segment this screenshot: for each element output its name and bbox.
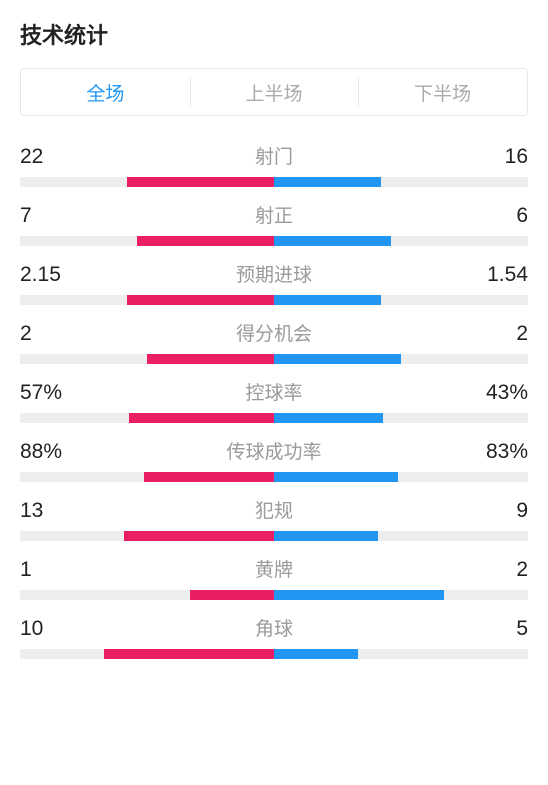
stat-bar-right-half: [274, 177, 528, 187]
stat-bar-track: [20, 236, 528, 246]
stat-value-right: 6: [468, 204, 528, 228]
stat-bar-right-half: [274, 649, 528, 659]
stat-bar-left-half: [20, 177, 274, 187]
stat-bar-left-half: [20, 295, 274, 305]
stat-label: 传球成功率: [80, 437, 468, 464]
stat-row: 13犯规9: [20, 496, 528, 541]
stat-value-left: 1: [20, 558, 80, 582]
stat-value-right: 2: [468, 558, 528, 582]
stat-bar-left-fill: [147, 354, 274, 364]
stat-bar-track: [20, 177, 528, 187]
stat-bar-right-fill: [274, 472, 398, 482]
stat-value-left: 2: [20, 322, 80, 346]
stat-bar-right-fill: [274, 413, 383, 423]
stat-bar-left-half: [20, 472, 274, 482]
stat-value-left: 7: [20, 204, 80, 228]
stat-label: 射正: [80, 201, 468, 228]
stat-value-left: 2.15: [20, 263, 80, 287]
stat-bar-left-half: [20, 531, 274, 541]
stat-bar-right-fill: [274, 531, 378, 541]
tab-2[interactable]: 下半场: [358, 69, 527, 115]
stat-row: 2得分机会2: [20, 319, 528, 364]
stat-head: 10角球5: [20, 614, 528, 641]
stat-bar-left-fill: [129, 413, 274, 423]
stat-bar-right-fill: [274, 354, 401, 364]
stat-head: 57%控球率43%: [20, 378, 528, 405]
stat-bar-left-fill: [144, 472, 274, 482]
stat-bar-right-fill: [274, 295, 381, 305]
stat-value-left: 57%: [20, 381, 80, 405]
stat-bar-track: [20, 472, 528, 482]
stat-bar-right-half: [274, 413, 528, 423]
stat-label: 射门: [80, 142, 468, 169]
stat-value-left: 10: [20, 617, 80, 641]
stat-value-left: 13: [20, 499, 80, 523]
stat-row: 57%控球率43%: [20, 378, 528, 423]
stat-label: 得分机会: [80, 319, 468, 346]
stat-bar-track: [20, 531, 528, 541]
tab-1[interactable]: 上半场: [190, 69, 359, 115]
stat-head: 1黄牌2: [20, 555, 528, 582]
stat-bar-left-half: [20, 649, 274, 659]
stat-label: 黄牌: [80, 555, 468, 582]
stat-bar-right-half: [274, 354, 528, 364]
stat-row: 7射正6: [20, 201, 528, 246]
stat-value-right: 2: [468, 322, 528, 346]
stat-value-right: 9: [468, 499, 528, 523]
stat-bar-right-half: [274, 236, 528, 246]
period-tabs: 全场上半场下半场: [20, 68, 528, 116]
stat-head: 2.15预期进球1.54: [20, 260, 528, 287]
stat-label: 犯规: [80, 496, 468, 523]
stat-bar-right-fill: [274, 177, 381, 187]
stat-bar-left-half: [20, 413, 274, 423]
section-title: 技术统计: [20, 18, 528, 50]
stat-value-left: 88%: [20, 440, 80, 464]
stat-bar-track: [20, 354, 528, 364]
stat-value-right: 43%: [468, 381, 528, 405]
stat-head: 7射正6: [20, 201, 528, 228]
tab-0[interactable]: 全场: [21, 69, 190, 115]
stat-value-right: 1.54: [468, 263, 528, 287]
stat-label: 角球: [80, 614, 468, 641]
stat-row: 10角球5: [20, 614, 528, 659]
stat-bar-right-half: [274, 295, 528, 305]
stat-value-right: 83%: [468, 440, 528, 464]
stat-head: 22射门16: [20, 142, 528, 169]
stat-bar-right-fill: [274, 649, 358, 659]
stat-bar-left-fill: [137, 236, 274, 246]
stat-bar-right-half: [274, 531, 528, 541]
stat-value-left: 22: [20, 145, 80, 169]
stat-label: 控球率: [80, 378, 468, 405]
stat-head: 88%传球成功率83%: [20, 437, 528, 464]
stat-bar-track: [20, 413, 528, 423]
stat-head: 13犯规9: [20, 496, 528, 523]
stat-row: 2.15预期进球1.54: [20, 260, 528, 305]
stat-bar-left-half: [20, 236, 274, 246]
stat-bar-right-fill: [274, 236, 391, 246]
stat-bar-track: [20, 590, 528, 600]
stat-bar-right-fill: [274, 590, 444, 600]
stat-bar-left-fill: [127, 295, 274, 305]
stat-bar-left-fill: [190, 590, 274, 600]
stat-bar-left-half: [20, 590, 274, 600]
stat-bar-right-half: [274, 472, 528, 482]
stat-bar-left-half: [20, 354, 274, 364]
stat-bar-left-fill: [127, 177, 274, 187]
stat-value-right: 5: [468, 617, 528, 641]
stat-row: 22射门16: [20, 142, 528, 187]
stat-bar-left-fill: [124, 531, 274, 541]
stat-bar-track: [20, 649, 528, 659]
stat-row: 88%传球成功率83%: [20, 437, 528, 482]
stat-head: 2得分机会2: [20, 319, 528, 346]
stat-label: 预期进球: [80, 260, 468, 287]
stat-bar-track: [20, 295, 528, 305]
stat-row: 1黄牌2: [20, 555, 528, 600]
stat-bar-right-half: [274, 590, 528, 600]
stat-value-right: 16: [468, 145, 528, 169]
stat-bar-left-fill: [104, 649, 274, 659]
stats-list: 22射门167射正62.15预期进球1.542得分机会257%控球率43%88%…: [20, 142, 528, 659]
